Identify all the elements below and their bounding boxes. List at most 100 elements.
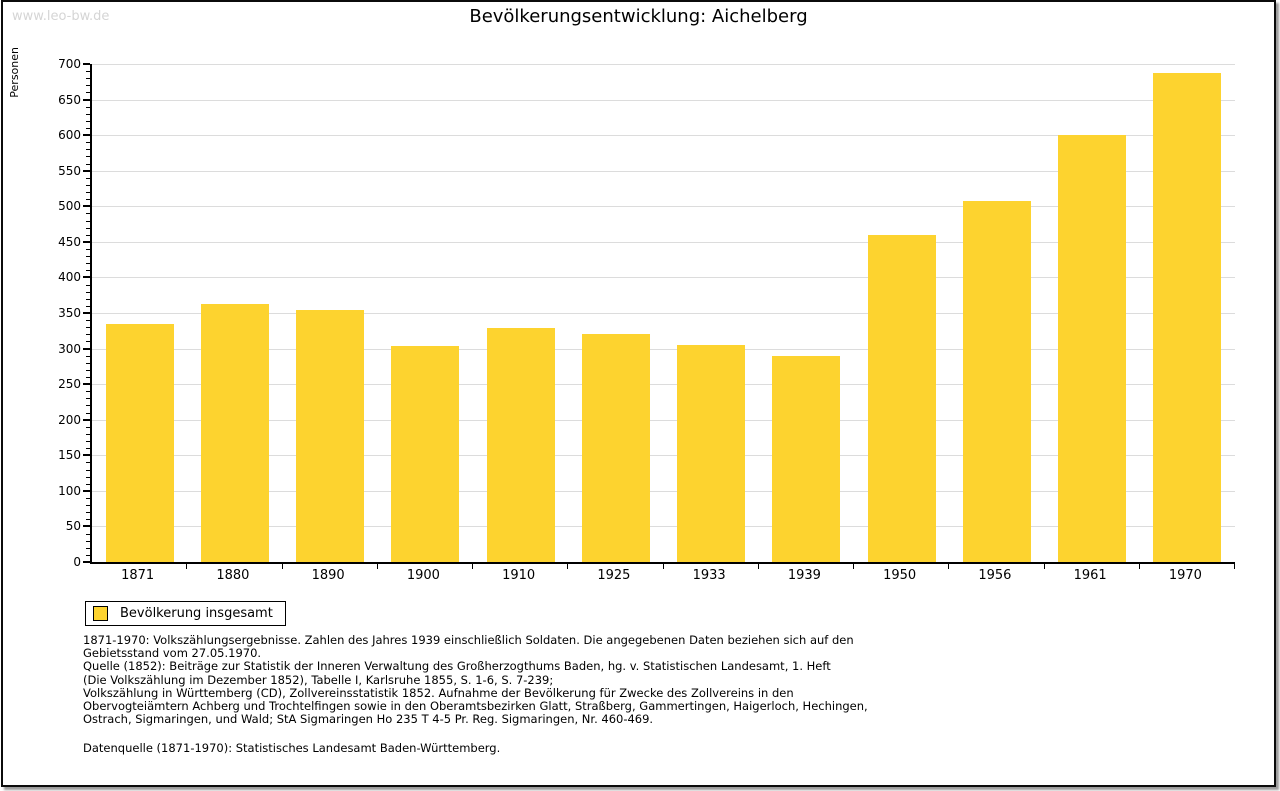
y-minor-tick (86, 547, 90, 549)
y-minor-tick (86, 213, 90, 215)
y-major-tick (83, 489, 90, 492)
gridline-550 (92, 170, 1235, 172)
bar-1900 (391, 346, 460, 562)
y-minor-tick (86, 149, 90, 151)
footer-note-line: Gebietsstand vom 27.05.1970. (83, 646, 262, 661)
footer-note-line: Obervogteiämtern Achberg und Trochtelfin… (83, 699, 868, 714)
y-minor-tick (86, 263, 90, 265)
y-major-tick (83, 134, 90, 137)
footer-note-line: 1871-1970: Volkszählungsergebnisse. Zahl… (83, 633, 854, 647)
y-minor-tick (86, 291, 90, 293)
x-boundary-tick (1234, 564, 1235, 569)
y-tick-label: 600 (58, 128, 81, 143)
y-minor-tick (86, 320, 90, 322)
y-minor-tick (86, 412, 90, 414)
x-boundary-tick (662, 564, 664, 569)
y-major-tick (83, 98, 90, 101)
footer-notes: 1871-1970: Volkszählungsergebnisse. Zahl… (83, 633, 923, 727)
footer-note-line: Volkszählung in Württemberg (CD), Zollve… (83, 685, 794, 700)
y-minor-tick (86, 483, 90, 485)
y-tick-label: 350 (58, 306, 81, 320)
y-minor-tick (86, 256, 90, 258)
y-minor-tick (86, 305, 90, 307)
x-tick-label: 1950 (883, 568, 917, 583)
y-major-tick (83, 169, 90, 172)
y-tick-label: 550 (58, 163, 81, 178)
y-minor-tick (86, 227, 90, 229)
y-major-tick (83, 561, 90, 563)
y-minor-tick (86, 71, 90, 73)
footer-note-line: (Die Volkszählung im Dezember 1852), Tab… (83, 672, 554, 687)
gridline-450 (92, 241, 1235, 243)
x-boundary-tick (472, 564, 473, 569)
gridline-100 (92, 490, 1235, 492)
y-minor-tick (86, 184, 90, 186)
footer-note-line: Quelle (1852): Beiträge zur Statistik de… (83, 659, 831, 674)
y-minor-tick (86, 441, 90, 443)
y-minor-tick (86, 298, 90, 300)
y-minor-tick (86, 377, 90, 379)
y-axis-title: Personen (8, 47, 21, 98)
x-boundary-tick (281, 564, 283, 569)
y-minor-tick (86, 334, 90, 336)
x-tick-label: 1961 (1073, 568, 1107, 583)
y-minor-tick (86, 199, 90, 201)
y-minor-tick (86, 362, 90, 364)
x-tick-label: 1890 (311, 568, 345, 583)
y-major-tick (83, 454, 90, 457)
y-minor-tick (86, 497, 90, 499)
gridline-150 (92, 455, 1235, 457)
y-minor-tick (86, 120, 90, 122)
y-minor-tick (86, 327, 90, 329)
y-minor-tick (86, 177, 90, 179)
y-minor-tick (86, 355, 90, 357)
y-minor-tick (86, 476, 90, 478)
y-minor-tick (86, 505, 90, 507)
chart-title: Bevölkerungsentwicklung: Aichelberg (469, 6, 808, 27)
x-tick-label: 1970 (1168, 568, 1202, 583)
y-minor-tick (86, 156, 90, 158)
y-minor-tick (86, 163, 90, 165)
y-tick-label: 100 (58, 483, 81, 498)
y-minor-tick (86, 433, 90, 435)
y-tick-label: 50 (65, 519, 81, 534)
y-minor-tick (86, 284, 90, 286)
x-tick-label: 1925 (597, 568, 631, 583)
y-minor-tick (86, 469, 90, 471)
gridline-400 (92, 277, 1235, 279)
y-minor-tick (86, 270, 90, 272)
y-minor-tick (86, 519, 90, 521)
bar-1925 (581, 333, 650, 562)
y-major-tick (83, 205, 90, 208)
y-minor-tick (86, 369, 90, 371)
x-boundary-tick (853, 564, 854, 569)
x-boundary-tick (376, 564, 378, 569)
bar-1880 (200, 304, 269, 562)
gridline-600 (92, 135, 1235, 137)
gridline-300 (92, 348, 1235, 350)
x-boundary-tick (1043, 564, 1045, 569)
y-major-tick (83, 525, 90, 528)
y-tick-label: 300 (58, 341, 81, 356)
legend: Bevölkerung insgesamt (85, 601, 286, 626)
y-minor-tick (86, 248, 90, 250)
x-tick-label: 1910 (502, 568, 536, 583)
gridline-350 (92, 313, 1235, 314)
y-tick-label: 250 (58, 377, 81, 392)
y-minor-tick (86, 405, 90, 407)
y-minor-tick (86, 398, 90, 400)
footer-note-line: Ostrach, Sigmaringen, und Wald; StA Sigm… (83, 712, 654, 727)
bar-1910 (486, 327, 555, 562)
y-major-tick (83, 63, 90, 65)
y-tick-label: 0 (73, 555, 81, 569)
x-boundary-tick (567, 564, 569, 569)
y-minor-tick (86, 448, 90, 450)
site-watermark: www.leo-bw.de (12, 9, 110, 24)
bar-1871 (105, 323, 174, 562)
bar-1970 (1153, 72, 1222, 562)
x-tick-label: 1933 (692, 568, 726, 583)
y-minor-tick (86, 142, 90, 144)
gridline-650 (92, 99, 1235, 101)
y-minor-tick (86, 85, 90, 87)
